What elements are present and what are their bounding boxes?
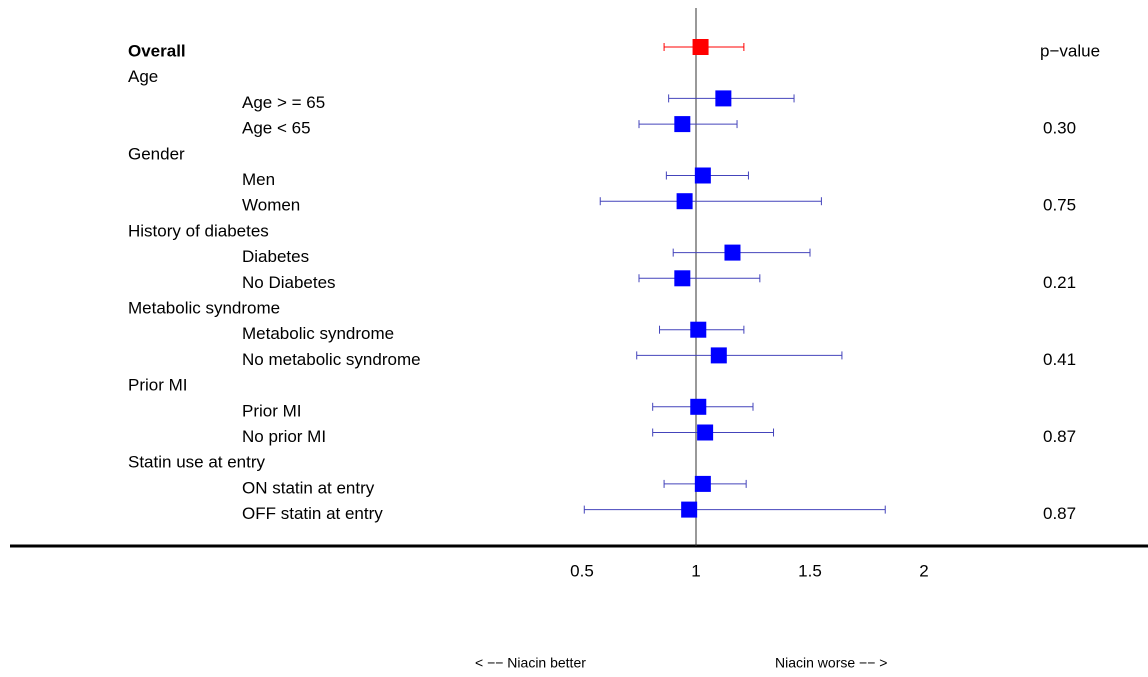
subgroup-label: Men <box>242 170 275 189</box>
estimate-square <box>690 321 707 338</box>
subgroup-label: OFF statin at entry <box>242 504 383 523</box>
subgroup-label: ON statin at entry <box>242 478 375 497</box>
x-tick-label: 2 <box>919 561 928 580</box>
estimate-square <box>674 270 691 287</box>
estimate-square <box>724 244 741 261</box>
group-label: Gender <box>128 144 185 163</box>
estimate-square <box>681 501 698 518</box>
estimate-square <box>710 347 727 364</box>
subgroup-label: No prior MI <box>242 427 326 446</box>
subgroup-label: Prior MI <box>242 401 302 420</box>
estimate-square <box>694 167 711 184</box>
subgroup-label: Age < 65 <box>242 119 311 138</box>
group-label: History of diabetes <box>128 221 269 240</box>
subgroup-label: Age > = 65 <box>242 93 325 112</box>
subgroup-label: Diabetes <box>242 247 309 266</box>
group-label: Age <box>128 67 158 86</box>
subgroup-label: No metabolic syndrome <box>242 350 421 369</box>
x-tick-label: 1 <box>691 561 700 580</box>
p-value: 0.41 <box>1043 350 1076 369</box>
x-tick-label: 0.5 <box>570 561 594 580</box>
right-label: Niacin worse −− > <box>775 655 887 671</box>
estimate-square <box>715 90 732 107</box>
subgroup-label: Metabolic syndrome <box>242 324 394 343</box>
p-value: 0.30 <box>1043 119 1076 138</box>
x-tick-label: 1.5 <box>798 561 822 580</box>
estimate-square <box>690 398 707 415</box>
p-value-header: p−value <box>1040 41 1100 60</box>
estimate-square <box>674 116 691 133</box>
group-label: Metabolic syndrome <box>128 298 280 317</box>
p-value: 0.21 <box>1043 273 1076 292</box>
group-label: Statin use at entry <box>128 453 266 472</box>
p-value: 0.87 <box>1043 427 1076 446</box>
estimate-square <box>692 39 709 55</box>
estimate-square <box>697 424 714 441</box>
group-label: Prior MI <box>128 376 188 395</box>
estimate-square <box>676 193 693 210</box>
estimate-square <box>694 475 711 492</box>
p-value: 0.75 <box>1043 196 1076 215</box>
subgroup-label: Women <box>242 196 300 215</box>
overall-label: Overall <box>128 41 186 60</box>
left-label: < −− Niacin better <box>475 655 586 671</box>
subgroup-label: No Diabetes <box>242 273 336 292</box>
p-value: 0.87 <box>1043 504 1076 523</box>
